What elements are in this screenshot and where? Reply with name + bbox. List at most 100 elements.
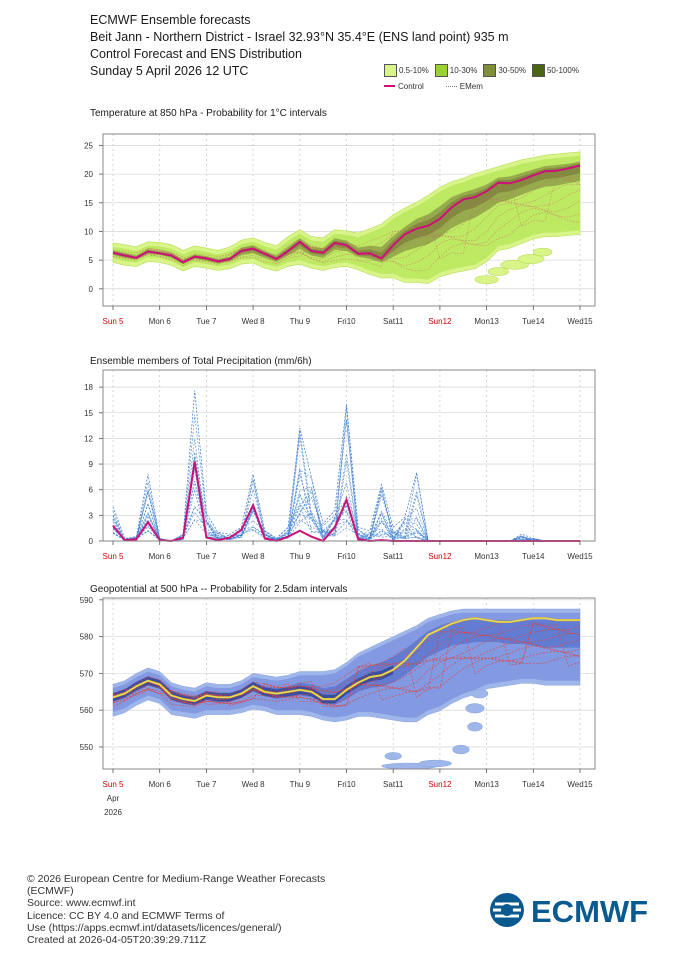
legend-emem: EMem: [445, 81, 483, 91]
z500-frame: [102, 597, 596, 770]
z500-xtick-label-5: Fri10: [337, 780, 356, 789]
legend-label-0: 0.5-10%: [399, 65, 429, 75]
footer-copyright: © 2026 European Centre for Medium-Range …: [27, 873, 326, 885]
t850-xtick-label-6: Sat11: [383, 317, 404, 326]
precip-xtick-label-8: Mon13: [474, 552, 499, 561]
legend-emem-line: [445, 85, 457, 87]
title-line-2: Beit Jann - Northern District - Israel 3…: [90, 30, 509, 44]
z500-chart: 550 560 570 580 590 Sun 5 Mon 6 Tue 7 Wed 8 Thu 9…: [80, 596, 596, 817]
title-line-4: Sunday 5 April 2026 12 UTC: [90, 64, 249, 78]
legend-item-2: 30-50%: [483, 63, 526, 77]
t850-member-6: [112, 172, 581, 260]
z500-member-0: [112, 622, 581, 707]
z500-xtick-label-4: Thu 9: [290, 780, 311, 789]
z500-blob-6: [470, 688, 489, 699]
z500-member-3: [112, 645, 581, 705]
legend-item-3: 50-100%: [531, 63, 579, 77]
z500-ytick-label-2: 570: [80, 669, 94, 678]
title-line-3: Control Forecast and ENS Distribution: [90, 47, 302, 61]
legend-emem-label: EMem: [459, 81, 483, 91]
z500-member-9: [112, 622, 581, 708]
z500-ytick-label-1: 560: [80, 706, 94, 715]
precip-chart: 0 3 6 9 12 15 18 Sun 5 Mon 6 Tue 7 Wed 8 Thu 9 Fri10…: [84, 369, 596, 561]
z500-blob-5: [465, 703, 485, 714]
legend-control-label: Control: [398, 81, 424, 91]
t850-xtick-label-3: Wed 8: [242, 317, 266, 326]
footer-copyright-2: (ECMWF): [27, 885, 74, 898]
z500-xtick-label-8: Mon13: [474, 780, 499, 789]
precip-frame: [102, 369, 596, 542]
legend-swatch-1: [434, 63, 448, 77]
footer-licence: Licence: CC BY 4.0 and ECMWF Terms of: [27, 909, 225, 922]
z500-month-label: Apr: [107, 794, 120, 803]
t850-xtick-label-5: Fri10: [337, 317, 356, 326]
t850-xtick-label-8: Mon13: [474, 317, 499, 326]
precip-ytick-label-6: 18: [84, 383, 93, 392]
t850-member-5: [112, 178, 581, 261]
z500-ytick-label-4: 590: [80, 596, 94, 605]
t850-xtick-label-9: Tue14: [522, 317, 545, 326]
t850-xtick-label-10: Wed15: [567, 317, 593, 326]
t850-frame: [102, 133, 596, 307]
t850-ytick-label-2: 10: [84, 227, 93, 236]
z500-member-6: [112, 633, 581, 700]
t850-ytick-label-3: 15: [84, 199, 93, 208]
t850-ytick-label-5: 25: [84, 141, 93, 150]
legend-item-0: 0.5-10%: [384, 63, 429, 77]
legend-control-line: [384, 85, 395, 87]
z500-title: Geopotential at 500 hPa -- Probability f…: [90, 584, 348, 595]
precip-xtick-label-6: Sat11: [383, 552, 404, 561]
z500-xtick-label-2: Tue 7: [196, 780, 217, 789]
ecmwf-logo-text: ECMWF: [531, 894, 648, 928]
t850-xtick-label-1: Mon 6: [149, 317, 172, 326]
z500-ytick-label-0: 550: [80, 743, 94, 752]
t850-xtick-label-0: Sun 5: [103, 317, 124, 326]
z500-xtick-label-9: Tue14: [522, 780, 545, 789]
footer-licence-2: Use (https://apps.ecmwf.int/datasets/lic…: [27, 921, 282, 934]
t850-title: Temperature at 850 hPa - Probability for…: [90, 108, 327, 119]
legend-label-3: 50-100%: [546, 65, 579, 75]
z500-xtick-label-3: Wed 8: [242, 780, 266, 789]
precip-ytick-label-2: 6: [89, 486, 94, 495]
footer-source: Source: www.ecmwf.int: [27, 897, 136, 910]
ecmwf-logo-icon: [490, 893, 524, 927]
z500-blob-0: [384, 752, 402, 761]
t850-blob-1: [487, 267, 509, 276]
precip-ytick-label-5: 15: [84, 409, 93, 418]
z500-blob-2: [418, 759, 452, 768]
z500-blob-4: [467, 722, 483, 732]
t850-ytick-label-1: 5: [89, 256, 94, 265]
t850-control-line: [112, 164, 581, 264]
legend-label-1: 10-30%: [449, 65, 478, 75]
t850-member-0: [112, 211, 581, 272]
precip-xtick-label-7: Sun12: [428, 552, 452, 561]
precip-xtick-label-2: Tue 7: [196, 552, 217, 561]
precip-ytick-label-0: 0: [89, 537, 94, 546]
t850-ytick-label-4: 20: [84, 170, 93, 179]
precip-xtick-label-5: Fri10: [337, 552, 356, 561]
z500-xtick-label-1: Mon 6: [149, 780, 172, 789]
z500-blob-3: [452, 744, 470, 755]
t850-xtick-label-4: Thu 9: [290, 317, 311, 326]
z500-xtick-label-10: Wed15: [567, 780, 593, 789]
z500-xtick-label-7: Sun12: [428, 780, 452, 789]
legend: 0.5-10% 10-30% 30-50% 50-100% Control EM…: [384, 62, 585, 94]
legend-item-1: 10-30%: [434, 63, 478, 77]
header: ECMWF Ensemble forecasts Beit Jann - Nor…: [90, 12, 509, 80]
legend-label-2: 30-50%: [498, 65, 526, 75]
t850-chart: 0 5 10 15 20 25 Sun 5 Mon 6 Tue 7 Wed 8 Thu 9 Fri10…: [84, 133, 596, 326]
legend-swatch-2: [483, 63, 497, 77]
title-line-1: ECMWF Ensemble forecasts: [90, 13, 251, 27]
precip-ytick-label-1: 3: [89, 511, 94, 520]
precip-xtick-label-4: Thu 9: [290, 552, 311, 561]
footer: © 2026 European Centre for Medium-Range …: [27, 873, 325, 946]
t850-blob-0: [474, 275, 499, 284]
z500-member-5: [112, 638, 581, 703]
precip-ytick-label-3: 9: [89, 460, 94, 469]
precip-xtick-label-9: Tue14: [522, 552, 545, 561]
legend-swatch-0: [384, 63, 397, 77]
legend-swatch-3: [531, 63, 545, 77]
precip-member-1: [112, 460, 580, 542]
precip-ytick-label-4: 12: [84, 434, 93, 443]
t850-xtick-label-2: Tue 7: [196, 317, 217, 326]
